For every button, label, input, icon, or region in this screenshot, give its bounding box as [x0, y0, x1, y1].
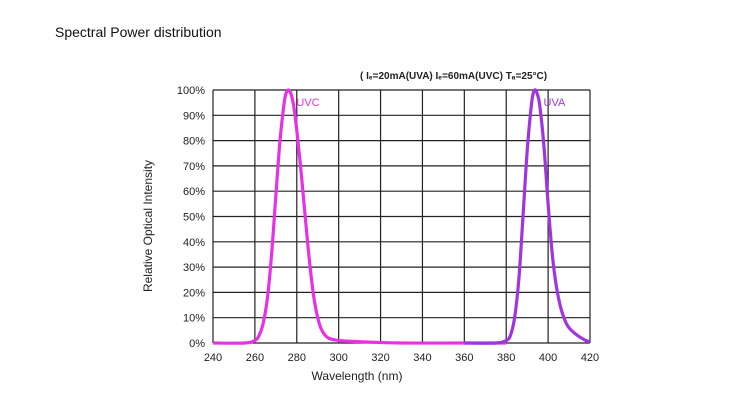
- x-tick-label: 300: [329, 352, 347, 364]
- series-label-uva: UVA: [544, 97, 566, 109]
- page-title: Spectral Power distribution: [55, 24, 222, 40]
- tick-labels: 240 260 280 300 320 340 360 380 400 420 0% 10% 20% 30…: [177, 85, 599, 364]
- y-tick-label: 70%: [183, 161, 205, 173]
- y-axis-title: Relative Optical Intensity: [141, 160, 155, 292]
- y-tick-label: 40%: [183, 237, 205, 249]
- y-tick-label: 0%: [189, 338, 205, 350]
- test-conditions: ( Iₑ=20mA(UVA) Iₑ=60mA(UVC) Tₐ=25°C): [360, 71, 547, 82]
- x-axis-title: Wavelength (nm): [312, 369, 403, 383]
- y-tick-label: 10%: [183, 313, 205, 325]
- y-tick-label: 50%: [183, 212, 205, 224]
- y-tick-label: 60%: [183, 186, 205, 198]
- x-tick-label: 340: [413, 352, 431, 364]
- series-line-uva: [464, 88, 591, 345]
- y-tick-label: 30%: [183, 262, 205, 274]
- x-tick-label: 320: [371, 352, 389, 364]
- grid: [212, 89, 591, 344]
- x-tick-label: 380: [497, 352, 515, 364]
- y-tick-label: 90%: [183, 110, 205, 122]
- x-tick-label: 260: [246, 352, 264, 364]
- x-tick-label: 360: [455, 352, 473, 364]
- y-tick-label: 100%: [177, 85, 205, 97]
- series-line-uvc: [212, 88, 507, 345]
- x-tick-label: 280: [288, 352, 306, 364]
- series-label-uvc: UVC: [296, 97, 319, 109]
- series-lines: UVC UVA: [212, 88, 591, 345]
- x-tick-label: 400: [539, 352, 557, 364]
- x-tick-label: 420: [581, 352, 599, 364]
- x-tick-label: 240: [204, 352, 222, 364]
- y-tick-label: 20%: [183, 287, 205, 299]
- y-tick-label: 80%: [183, 136, 205, 148]
